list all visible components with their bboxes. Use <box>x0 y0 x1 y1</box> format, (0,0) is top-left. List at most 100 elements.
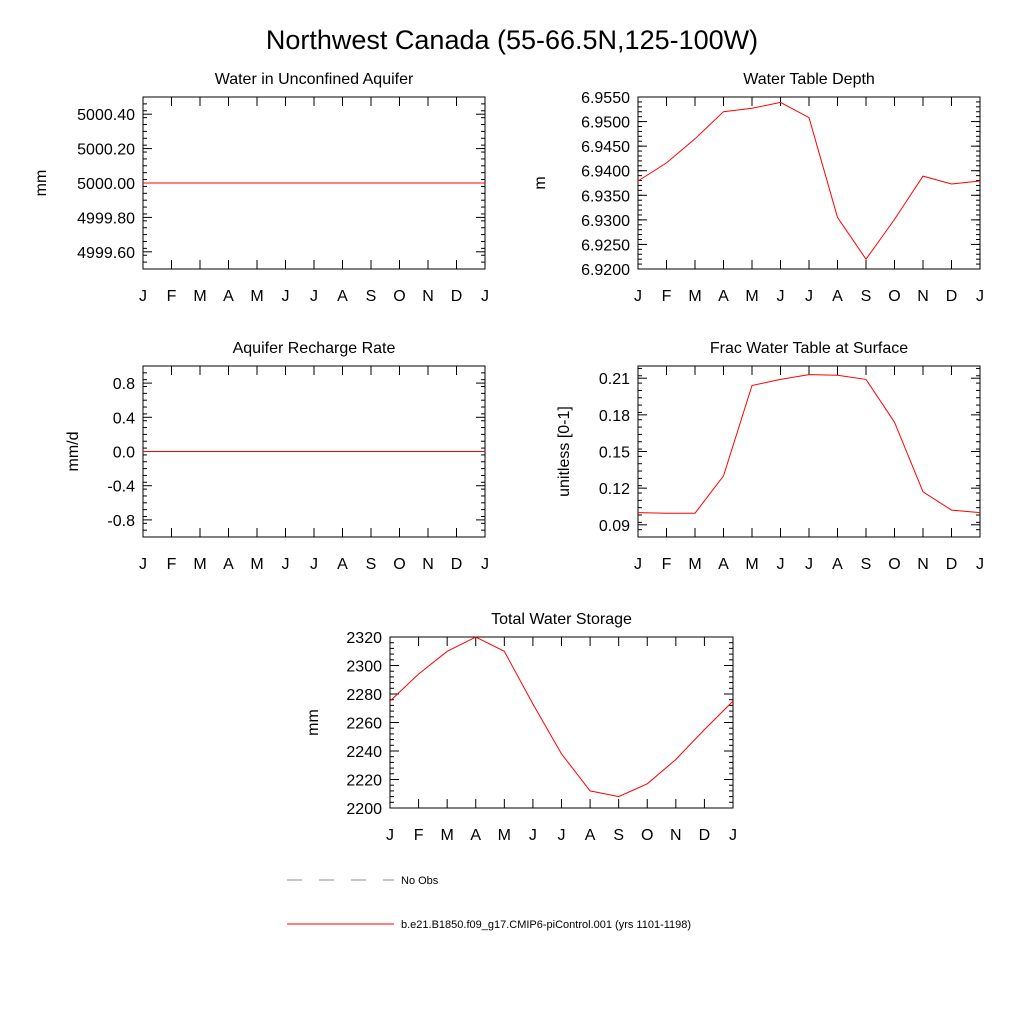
x-tick-label: M <box>688 288 701 305</box>
x-tick-label: O <box>888 288 900 305</box>
x-tick-label: J <box>139 288 147 305</box>
x-tick-label: N <box>917 288 929 305</box>
x-tick-label: J <box>386 827 394 844</box>
y-tick-label: 2240 <box>346 744 382 761</box>
x-tick-label: D <box>946 556 958 573</box>
x-tick-label: A <box>832 556 843 573</box>
x-tick-label: J <box>310 288 318 305</box>
y-axis-label: mm/d <box>65 432 82 472</box>
y-tick-label: 6.9500 <box>581 115 630 132</box>
x-tick-label: O <box>393 288 405 305</box>
y-tick-label: 5000.00 <box>77 176 135 193</box>
x-tick-label: A <box>718 288 729 305</box>
y-tick-label: 2300 <box>346 659 382 676</box>
x-tick-label: J <box>282 288 290 305</box>
panel-title: Frac Water Table at Surface <box>710 340 908 357</box>
x-tick-label: J <box>139 556 147 573</box>
x-tick-label: J <box>282 556 290 573</box>
panel-title: Water Table Depth <box>743 71 875 88</box>
x-tick-label: M <box>441 827 454 844</box>
y-tick-label: 0.4 <box>113 410 135 427</box>
x-tick-label: J <box>310 556 318 573</box>
y-tick-label: 2280 <box>346 687 382 704</box>
x-tick-label: J <box>529 827 537 844</box>
x-tick-label: O <box>888 556 900 573</box>
x-tick-label: J <box>777 288 785 305</box>
x-tick-label: J <box>777 556 785 573</box>
x-tick-label: M <box>193 288 206 305</box>
y-tick-label: 4999.80 <box>77 210 135 227</box>
figure-title: Northwest Canada (55-66.5N,125-100W) <box>266 25 758 55</box>
y-tick-label: 6.9350 <box>581 188 630 205</box>
x-tick-label: A <box>337 288 348 305</box>
y-tick-label: 6.9200 <box>581 262 630 279</box>
x-tick-label: J <box>729 827 737 844</box>
x-tick-label: S <box>366 556 377 573</box>
x-tick-label: M <box>193 556 206 573</box>
y-tick-label: 6.9450 <box>581 139 630 156</box>
series-line <box>390 637 733 797</box>
y-tick-label: 0.12 <box>599 481 630 498</box>
x-tick-label: N <box>422 288 434 305</box>
x-ticks: JFMAMJJASONDJ <box>386 637 737 844</box>
series-line <box>638 102 980 259</box>
x-tick-label: M <box>745 288 758 305</box>
x-tick-label: J <box>634 556 642 573</box>
x-tick-label: A <box>832 288 843 305</box>
x-tick-label: F <box>662 556 672 573</box>
x-tick-label: J <box>558 827 566 844</box>
x-tick-label: D <box>699 827 711 844</box>
series-line <box>638 375 980 514</box>
y-tick-label: 6.9550 <box>581 90 630 107</box>
x-tick-label: A <box>585 827 596 844</box>
x-tick-label: O <box>393 556 405 573</box>
x-tick-label: S <box>861 288 872 305</box>
legend-item: b.e21.B1850.f09_g17.CMIP6-piControl.001 … <box>287 919 691 931</box>
x-tick-label: A <box>470 827 481 844</box>
y-tick-label: 2220 <box>346 773 382 790</box>
y-tick-label: 2320 <box>346 630 382 647</box>
x-tick-label: J <box>976 288 984 305</box>
x-tick-label: A <box>223 288 234 305</box>
legend: No Obsb.e21.B1850.f09_g17.CMIP6-piContro… <box>287 875 691 931</box>
x-tick-label: S <box>613 827 624 844</box>
plot-frame <box>638 366 980 537</box>
x-tick-label: D <box>451 288 463 305</box>
y-tick-label: 0.18 <box>599 408 630 425</box>
x-tick-label: A <box>223 556 234 573</box>
y-tick-label: 2260 <box>346 716 382 733</box>
y-tick-label: -0.4 <box>107 479 135 496</box>
y-tick-label: 6.9250 <box>581 237 630 254</box>
plot-frame <box>638 97 980 269</box>
x-tick-label: M <box>688 556 701 573</box>
x-tick-label: J <box>805 556 813 573</box>
y-tick-label: 2200 <box>346 801 382 818</box>
x-tick-label: A <box>337 556 348 573</box>
legend-label: b.e21.B1850.f09_g17.CMIP6-piControl.001 … <box>401 919 691 931</box>
panel-title: Total Water Storage <box>491 611 632 628</box>
x-tick-label: S <box>366 288 377 305</box>
y-ticks: 6.9200 6.9250 6.9300 6.9350 6.9400 6.9450 6.95… <box>581 90 980 279</box>
y-axis-label: unitless [0-1] <box>556 406 573 497</box>
y-tick-label: 0.15 <box>599 445 630 462</box>
x-tick-label: M <box>745 556 758 573</box>
x-tick-label: J <box>976 556 984 573</box>
x-tick-label: M <box>250 556 263 573</box>
x-tick-label: F <box>167 288 177 305</box>
y-tick-label: 0.8 <box>113 376 135 393</box>
y-ticks: 2200 2220 2240 2260 2280 2300 2320 <box>346 630 733 818</box>
y-axis-label: mm <box>305 709 322 736</box>
y-tick-label: 6.9300 <box>581 213 630 230</box>
x-tick-label: J <box>634 288 642 305</box>
panel-5: Total Water StorageJ F M A M J J A S O N D J22002220… <box>305 611 737 844</box>
x-tick-label: J <box>805 288 813 305</box>
plot-frame <box>390 637 733 808</box>
y-tick-label: 6.9400 <box>581 164 630 181</box>
